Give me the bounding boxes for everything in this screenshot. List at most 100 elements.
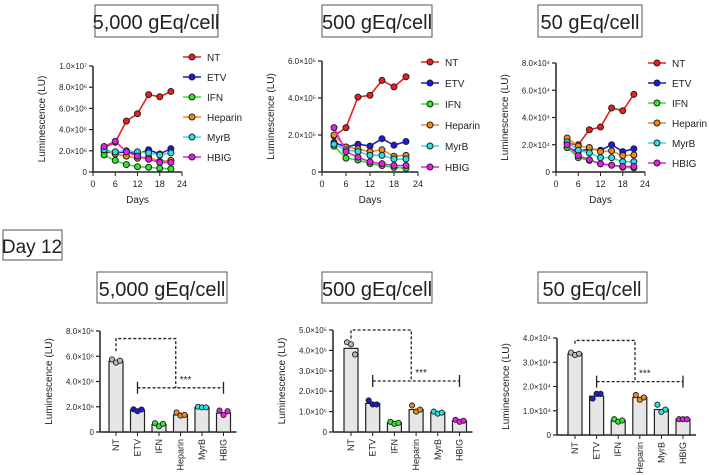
legend-label-NT: NT [207, 53, 220, 64]
data-point-NT [156, 93, 164, 101]
data-point-Heparin [619, 152, 627, 160]
y-tick-label: 8.0×10⁶ [66, 327, 94, 336]
legend-marker-IFN [188, 93, 196, 101]
data-point-NT [145, 91, 153, 99]
x-tick-label-IFN: IFN [389, 439, 399, 454]
legend-label-HBIG: HBIG [672, 159, 697, 170]
data-point-NT [608, 104, 616, 112]
title-line-5000: 5,000 gEq/cell [93, 12, 220, 34]
legend-label-NT: NT [672, 59, 685, 70]
y-tick-label: 6.0×10⁵ [288, 57, 316, 66]
replicate-point-MyrB [654, 401, 661, 408]
data-point-HBIG [366, 158, 374, 166]
data-point-ETV [378, 135, 386, 143]
y-tick-label: 2.0×10⁵ [299, 387, 327, 396]
y-axis-label: Luminescence (LU) [44, 338, 55, 425]
x-axis-label: Days [589, 195, 612, 206]
x-tick-label-MyrB: MyrB [433, 439, 443, 460]
y-axis-label: Luminescence (LU) [277, 338, 288, 425]
legend-label-Heparin: Heparin [445, 121, 480, 132]
legend-label-IFN: IFN [672, 99, 688, 110]
data-point-HBIG [342, 148, 350, 156]
data-point-HBIG [111, 137, 119, 145]
significance-bracket [350, 329, 412, 381]
x-tick-label-ETV: ETV [368, 439, 378, 457]
legend-marker-MyrB [188, 133, 196, 141]
data-point-ETV [402, 137, 410, 145]
replicate-point-NT [351, 351, 359, 358]
legend-label-Heparin: Heparin [672, 119, 707, 130]
title-box-line-50: 50 gEq/cell [537, 4, 643, 38]
y-tick-label: 0 [323, 428, 328, 437]
y-axis-label: Luminescence (LU) [501, 343, 512, 430]
legend-marker-Heparin [653, 119, 661, 127]
data-point-NT [619, 107, 627, 115]
replicate-point-HBIG [216, 407, 223, 414]
data-point-MyrB [111, 148, 119, 156]
y-tick-label: 2.0×10⁴ [523, 383, 552, 392]
y-tick-label: 0 [547, 431, 552, 440]
data-point-NT [390, 83, 398, 91]
legend-label-ETV: ETV [445, 79, 465, 90]
data-point-HBIG [100, 143, 108, 151]
data-point-MyrB [145, 149, 153, 157]
data-point-Heparin [597, 148, 604, 156]
data-point-HBIG [574, 152, 582, 160]
replicate-point-HBIG [683, 416, 691, 423]
significance-label: *** [180, 375, 192, 386]
significance-label: *** [415, 368, 427, 379]
x-tick-label: 24 [177, 179, 187, 189]
legend-label-MyrB: MyrB [207, 133, 231, 144]
bar-NT [567, 353, 583, 436]
replicate-point-HBIG [220, 411, 227, 419]
x-tick-label: 24 [413, 179, 423, 189]
x-tick-label: 18 [155, 179, 165, 189]
replicate-point-ETV [373, 401, 380, 408]
data-point-HBIG [402, 162, 410, 170]
y-tick-label: 5.0×10⁵ [299, 326, 327, 335]
x-tick-label-NT: NT [570, 442, 580, 454]
x-tick-label-NT: NT [346, 439, 356, 451]
legend-marker-NT [188, 53, 196, 61]
y-tick-label: 4.0×10⁴ [522, 114, 551, 123]
data-point-IFN [134, 163, 141, 171]
title-box-bar-500: 500 gEq/cell [321, 271, 433, 304]
significance-bracket [574, 339, 636, 382]
line-chart-2: 0 2.0×10⁴ 4.0×10⁴ 6.0×10⁴ 8.0×10⁴ Luminescenc… [500, 59, 707, 206]
x-tick-label-MyrB: MyrB [656, 442, 666, 463]
data-point-HBIG [563, 141, 571, 149]
data-point-IFN [122, 161, 130, 169]
x-tick-label: 24 [640, 179, 650, 189]
replicate-point-IFN [151, 420, 159, 427]
bar-Heparin [632, 396, 648, 436]
data-point-IFN [342, 154, 350, 162]
data-point-ETV [608, 141, 616, 149]
title-box-bar-5000: 5,000 gEq/cell [96, 271, 228, 304]
data-point-HBIG [156, 158, 164, 166]
legend-marker-MyrB [653, 139, 661, 147]
data-point-MyrB [597, 154, 604, 162]
x-tick-label-Heparin: Heparin [635, 442, 645, 474]
x-tick-label: 0 [90, 179, 95, 189]
data-point-MyrB [330, 140, 338, 148]
x-tick-label-IFN: IFN [613, 442, 623, 457]
legend-label-MyrB: MyrB [672, 139, 696, 150]
legend-label-HBIG: HBIG [207, 153, 232, 164]
data-point-MyrB [366, 151, 374, 159]
y-tick-label: 2.0×10⁵ [288, 131, 316, 140]
y-tick-label: 3.0×10⁴ [523, 358, 552, 367]
x-tick-label-IFN: IFN [154, 439, 164, 454]
data-point-NT [597, 123, 604, 131]
data-point-IFN [145, 163, 153, 171]
data-point-NT [342, 124, 350, 132]
replicate-point-HBIG [224, 408, 231, 415]
data-point-Heparin [630, 151, 638, 159]
title-box-line-500: 500 gEq/cell [321, 4, 433, 38]
legend-marker-NT [653, 59, 661, 67]
replicate-point-Heparin [640, 394, 647, 401]
y-tick-label: 4.0×10⁴ [523, 334, 552, 343]
replicate-point-IFN [619, 417, 626, 424]
legend-marker-Heparin [426, 121, 434, 129]
x-axis-label: Days [359, 195, 382, 206]
legend-label-Heparin: Heparin [207, 113, 242, 124]
